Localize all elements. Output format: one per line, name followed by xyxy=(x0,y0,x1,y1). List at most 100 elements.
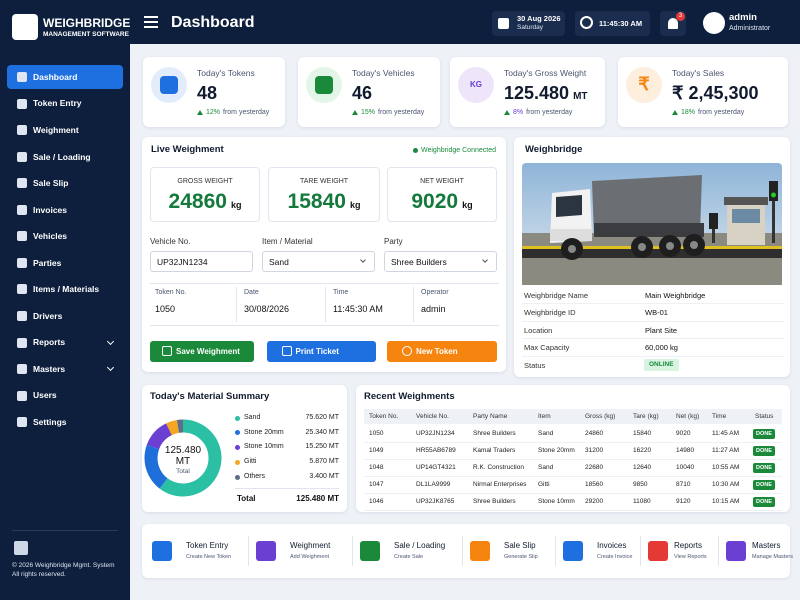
nav-item[interactable]: Settings xyxy=(7,410,123,434)
table-cell: 1050 xyxy=(369,430,384,438)
column-header: Token No. xyxy=(369,412,399,420)
nav-item[interactable]: Masters xyxy=(7,357,123,381)
reading-unit: kg xyxy=(462,200,473,210)
nav-icon xyxy=(17,417,27,428)
detail-label: Max Capacity xyxy=(524,343,570,352)
date-box[interactable]: 30 Aug 2026 Saturday xyxy=(492,11,565,36)
reading-unit: kg xyxy=(230,200,242,210)
detail-value: WB-01 xyxy=(645,308,668,317)
stat-value: 46 xyxy=(352,83,373,103)
weighbridge-photo xyxy=(522,163,782,285)
stat-label: Today's Tokens xyxy=(197,67,255,78)
action-button[interactable]: Save Weighment xyxy=(150,341,254,362)
nav-label: Masters xyxy=(33,363,66,374)
stat-value-row: ₹ 2,45,300 xyxy=(672,82,759,104)
table-cell: UP32JN1234 xyxy=(416,430,455,438)
legend-dot xyxy=(235,415,240,421)
badge: 3 xyxy=(676,12,685,21)
connection-status: Weighbridge Connected xyxy=(421,146,496,154)
donut-segment xyxy=(144,419,222,497)
table-cell: Stone 20mm xyxy=(538,447,575,455)
table-cell: 24860 xyxy=(585,430,604,438)
table-cell: Nirmal Enterprises xyxy=(473,481,527,489)
table-header xyxy=(364,409,782,424)
time-box[interactable]: 11:45:30 AM xyxy=(575,11,650,36)
reading-unit: kg xyxy=(349,200,361,210)
info-value: admin xyxy=(421,303,446,314)
stat-unit: MT xyxy=(573,91,588,102)
live-weighment-panel: Live Weighment Weighbridge Connected GROSS… xyxy=(142,137,506,372)
table-cell: 1046 xyxy=(369,498,384,506)
info-value: 1050 xyxy=(155,303,176,314)
status-badge: DONE xyxy=(753,463,775,473)
quick-icon xyxy=(648,541,668,561)
avatar xyxy=(703,12,725,34)
field-label: Party xyxy=(384,237,403,247)
bell-icon xyxy=(668,18,678,29)
quick-sub: Manage Masters xyxy=(752,553,793,560)
stat-value: ₹ 2,45,300 xyxy=(672,83,759,103)
table-cell: Shree Builders xyxy=(473,430,516,438)
legend-name: Stone 20mm xyxy=(244,428,284,436)
nav-item[interactable]: Invoices xyxy=(7,198,123,222)
action-button[interactable]: New Token xyxy=(387,341,497,362)
stat-icon xyxy=(626,67,662,103)
column-header: Party Name xyxy=(473,412,508,420)
nav-item[interactable]: Users xyxy=(7,384,123,408)
table-cell: DL1LA9999 xyxy=(416,481,451,489)
quick-action[interactable]: Invoices Create Invoice xyxy=(563,534,659,568)
field-value: UP32JN1234 xyxy=(157,256,208,267)
input-field[interactable]: Shree Builders xyxy=(384,251,497,272)
nav-item[interactable]: Token Entry xyxy=(7,92,123,116)
nav-item[interactable]: Vehicles xyxy=(7,224,123,248)
nav-label: Reports xyxy=(33,337,66,348)
quick-icon xyxy=(360,541,380,561)
row-divider xyxy=(364,459,782,460)
quick-action[interactable]: Sale Slip Generate Slip xyxy=(470,534,566,568)
nav-item[interactable]: Reports xyxy=(7,331,123,355)
nav-item[interactable]: Dashboard xyxy=(7,65,123,89)
nav-item[interactable]: Weighment xyxy=(7,118,123,142)
brand-logo xyxy=(12,14,38,40)
table-cell: 9850 xyxy=(633,481,648,489)
status-badge: DONE xyxy=(753,446,775,456)
quick-action[interactable]: Reports View Reports xyxy=(648,534,718,568)
nav-icon xyxy=(17,72,27,82)
status-badge: ONLINE xyxy=(644,359,679,371)
quick-title: Token Entry xyxy=(186,541,229,551)
nav-item[interactable]: Items / Materials xyxy=(7,277,123,301)
nav-icon xyxy=(17,390,27,401)
stat-icon xyxy=(458,67,494,103)
total-value: 125.480 MT xyxy=(296,494,339,504)
input-field[interactable]: UP32JN1234 xyxy=(150,251,253,272)
detail-value: Main Weighbridge xyxy=(645,290,706,300)
divider xyxy=(718,536,719,566)
table-cell: 11:45 AM xyxy=(712,430,739,438)
donut-unit: MT xyxy=(175,456,191,467)
stat-icon-text: KG xyxy=(470,80,482,90)
table-cell: 1047 xyxy=(369,481,384,489)
info-label: Time xyxy=(333,288,349,296)
quick-sub: View Reports xyxy=(674,553,707,560)
button-icon xyxy=(162,346,172,356)
info-value: 11:45:30 AM xyxy=(333,303,383,314)
quick-title: Sale / Loading xyxy=(394,541,446,551)
user-menu[interactable]: admin Administrator xyxy=(700,10,790,37)
quick-action[interactable]: Weighment Add Weighment xyxy=(256,534,352,568)
quick-action[interactable]: Token Entry Create New Token xyxy=(152,534,248,568)
input-field[interactable]: Sand xyxy=(262,251,375,272)
menu-button[interactable] xyxy=(144,16,158,28)
action-button[interactable]: Print Ticket xyxy=(267,341,376,362)
nav-item[interactable]: Sale / Loading xyxy=(7,145,123,169)
quick-action[interactable]: Masters Manage Masters xyxy=(726,534,796,568)
row-divider xyxy=(522,355,784,357)
donut-hole xyxy=(158,433,208,483)
nav-item[interactable]: Drivers xyxy=(7,304,123,328)
nav-item[interactable]: Parties xyxy=(7,251,123,275)
quick-action[interactable]: Sale / Loading Create Sale xyxy=(360,534,456,568)
column-header: Item xyxy=(538,412,551,420)
notifications[interactable]: 3 xyxy=(660,11,686,36)
nav-item[interactable]: Sale Slip xyxy=(7,171,123,195)
status-badge: DONE xyxy=(753,497,775,507)
menu-bar xyxy=(144,21,158,23)
